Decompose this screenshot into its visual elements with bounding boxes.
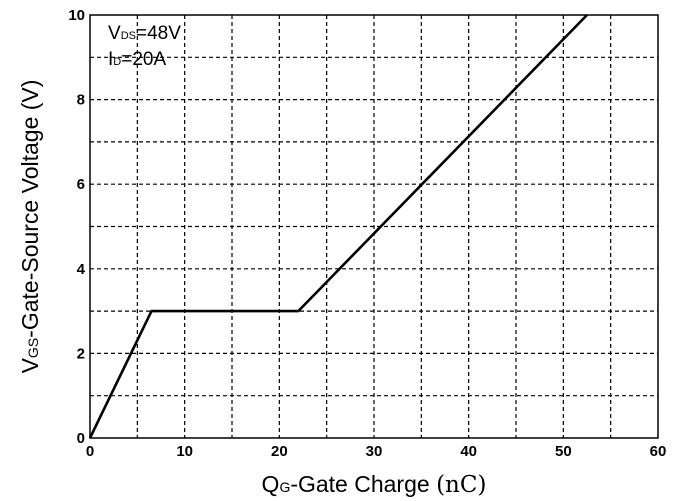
y-axis-title: VGS-Gate-Source Voltage (V) bbox=[17, 80, 43, 374]
y-tick-label: 4 bbox=[77, 261, 86, 278]
x-axis-title: QG-Gate Charge (nC) bbox=[262, 471, 487, 498]
y-tick-label: 0 bbox=[77, 430, 85, 447]
y-tick-label: 6 bbox=[77, 176, 85, 193]
y-tick-label: 2 bbox=[77, 345, 85, 362]
y-tick-label: 10 bbox=[68, 7, 85, 24]
x-tick-label: 10 bbox=[176, 443, 193, 460]
x-tick-label: 0 bbox=[86, 443, 94, 460]
x-tick-label: 20 bbox=[271, 443, 288, 460]
tick-labels: 0 10 20 30 40 50 60 0 2 4 6 8 10 bbox=[68, 7, 666, 460]
x-tick-label: 40 bbox=[460, 443, 477, 460]
series-line bbox=[88, 14, 588, 439]
annotation-id: ID=20A bbox=[108, 49, 166, 70]
x-tick-label: 30 bbox=[366, 443, 383, 460]
x-tick-label: 60 bbox=[650, 443, 667, 460]
y-tick-label: 8 bbox=[77, 92, 85, 109]
grid-lines bbox=[90, 15, 658, 438]
x-tick-label: 50 bbox=[555, 443, 572, 460]
plot-frame bbox=[89, 14, 659, 439]
annotation-vds: VDS=48V bbox=[108, 23, 181, 44]
